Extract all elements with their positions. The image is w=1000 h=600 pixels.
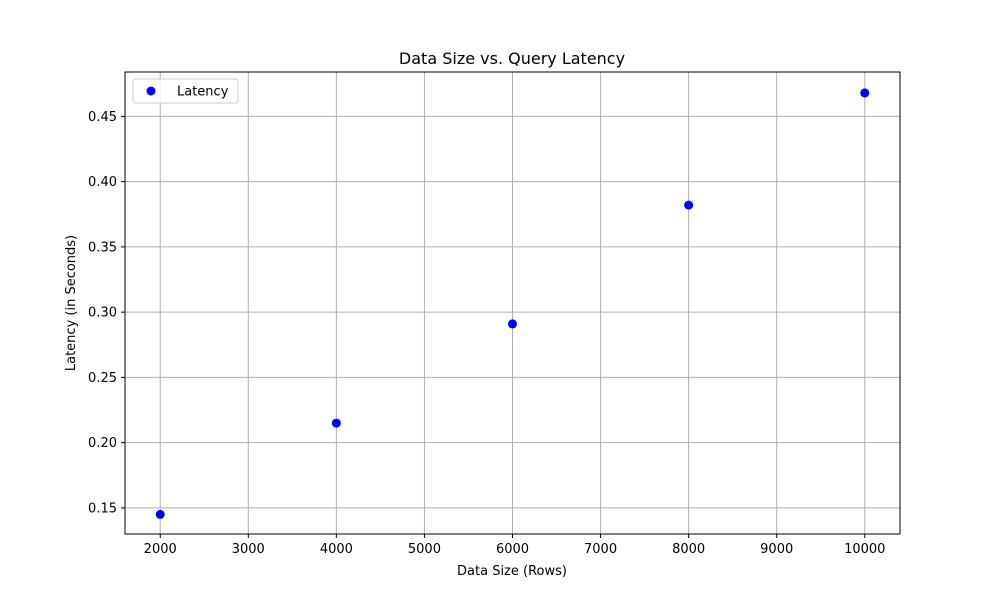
x-tick-label: 2000 [144,542,177,557]
x-tick-label: 7000 [584,542,617,557]
chart-title: Data Size vs. Query Latency [399,49,625,68]
y-tick-label: 0.35 [88,240,117,255]
legend-label: Latency [177,85,229,100]
x-axis-ticks: 2000 3000 4000 5000 6000 7000 8000 9000 10000 [144,534,885,557]
y-tick-label: 0.20 [88,436,117,451]
data-points [155,88,870,519]
y-tick-label: 0.15 [88,501,117,516]
x-axis-label: Data Size (Rows) [457,564,567,579]
legend: Latency [132,78,239,104]
y-tick-label: 0.30 [88,306,117,321]
data-point [684,200,694,210]
y-tick-label: 0.45 [88,110,117,125]
data-point [331,418,341,428]
legend-box [132,78,239,104]
x-tick-label: 8000 [672,542,705,557]
x-tick-label: 4000 [320,542,353,557]
x-tick-label: 6000 [496,542,529,557]
x-tick-label: 3000 [232,542,265,557]
y-axis-ticks: 0.15 0.20 0.25 0.30 0.35 0.40 0.45 [88,110,125,516]
y-tick-label: 0.25 [88,371,117,386]
grid-lines [125,72,900,534]
x-tick-label: 5000 [408,542,441,557]
data-point [860,88,870,98]
data-point [155,509,165,519]
x-tick-label: 10000 [844,542,885,557]
legend-marker [146,86,156,96]
y-axis-label: Latency (in Seconds) [64,235,79,371]
x-tick-label: 9000 [760,542,793,557]
y-tick-label: 0.40 [88,175,117,190]
data-point [508,319,517,329]
